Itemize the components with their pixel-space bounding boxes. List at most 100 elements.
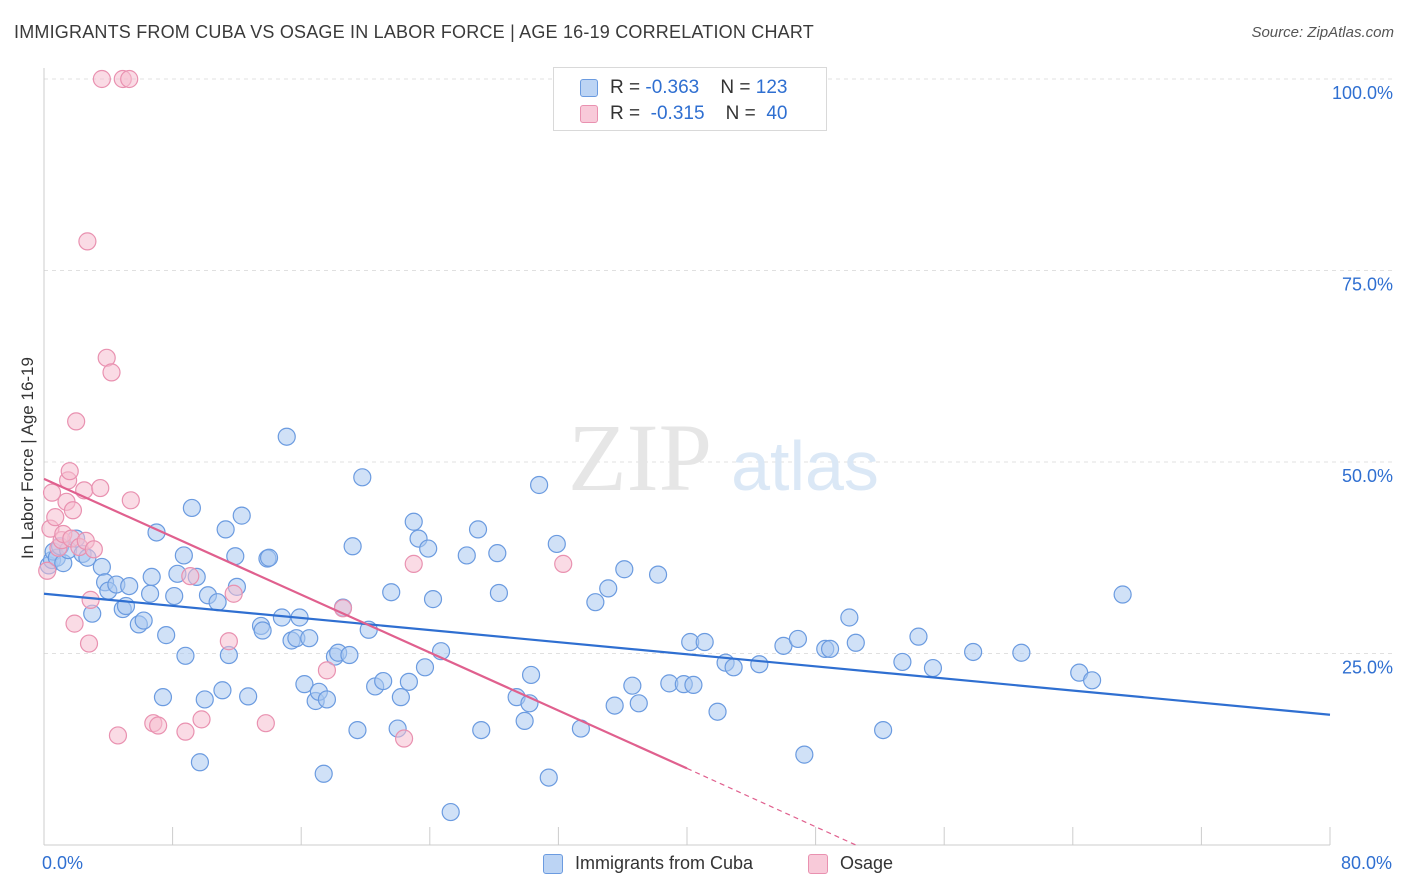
trend-line-osage-extrapolated — [686, 767, 857, 846]
point-immigrants-from-cuba — [92, 557, 111, 577]
y-tick-label: 75.0% — [1342, 275, 1393, 295]
chart-title: IMMIGRANTS FROM CUBA VS OSAGE IN LABOR F… — [14, 22, 814, 42]
point-immigrants-from-cuba — [120, 576, 139, 596]
legend-swatch-osage — [808, 854, 828, 874]
point-immigrants-from-cuba — [909, 627, 928, 646]
point-immigrants-from-cuba — [489, 583, 509, 603]
point-osage — [317, 661, 337, 680]
x-tick-label-max: 80.0% — [1340, 853, 1392, 873]
point-immigrants-from-cuba — [795, 745, 814, 764]
legend-swatch-osage — [580, 105, 598, 123]
point-immigrants-from-cuba — [846, 633, 865, 652]
point-immigrants-from-cuba — [195, 690, 214, 709]
point-immigrants-from-cuba — [300, 629, 319, 648]
legend-n-value-cuba: 123 — [755, 77, 788, 98]
y-tick-label: 50.0% — [1342, 466, 1393, 486]
point-immigrants-from-cuba — [923, 658, 943, 678]
legend-r-value-osage: -0.315 — [650, 103, 705, 124]
series-osage-points — [38, 69, 573, 748]
point-osage — [192, 710, 211, 729]
point-osage — [92, 69, 111, 89]
point-immigrants-from-cuba — [648, 565, 668, 584]
point-immigrants-from-cuba — [404, 512, 423, 531]
point-immigrants-from-cuba — [724, 658, 743, 677]
point-osage — [63, 501, 83, 520]
point-immigrants-from-cuba — [239, 687, 258, 706]
legend-r-label: R = — [610, 103, 646, 124]
point-osage — [181, 567, 200, 586]
point-osage — [81, 590, 100, 609]
point-immigrants-from-cuba — [623, 676, 642, 695]
point-immigrants-from-cuba — [353, 468, 372, 487]
point-immigrants-from-cuba — [317, 690, 337, 709]
point-immigrants-from-cuba — [840, 608, 859, 627]
point-immigrants-from-cuba — [182, 498, 201, 518]
point-immigrants-from-cuba — [382, 583, 401, 602]
point-immigrants-from-cuba — [253, 621, 272, 640]
point-osage — [102, 363, 121, 382]
point-immigrants-from-cuba — [472, 720, 491, 740]
point-immigrants-from-cuba — [893, 652, 912, 672]
point-immigrants-from-cuba — [140, 584, 160, 603]
point-immigrants-from-cuba — [157, 626, 176, 645]
point-immigrants-from-cuba — [708, 702, 727, 721]
point-osage — [219, 632, 238, 651]
point-osage — [121, 491, 140, 510]
point-immigrants-from-cuba — [750, 655, 769, 674]
point-osage — [84, 540, 103, 559]
y-tick-label: 25.0% — [1342, 658, 1393, 678]
point-immigrants-from-cuba — [419, 539, 438, 558]
trend-line-cuba — [43, 592, 1331, 716]
legend-n-label: N = — [725, 103, 762, 124]
point-immigrants-from-cuba — [343, 537, 362, 556]
legend-r-label: R = — [610, 77, 646, 98]
point-immigrants-from-cuba — [232, 506, 251, 525]
point-osage — [65, 614, 84, 633]
point-immigrants-from-cuba — [314, 764, 333, 783]
x-tick-label-min: 0.0% — [42, 853, 84, 873]
grid-layer: 100.0% 75.0% 50.0% 25.0% — [44, 78, 1393, 678]
y-tick-label: 100.0% — [1332, 83, 1393, 103]
point-osage — [91, 478, 110, 498]
point-immigrants-from-cuba — [174, 546, 193, 565]
point-immigrants-from-cuba — [340, 645, 359, 665]
point-immigrants-from-cuba — [295, 675, 314, 694]
point-immigrants-from-cuba — [530, 475, 549, 495]
point-osage — [42, 483, 62, 502]
watermark-zip: ZIP — [568, 404, 712, 511]
point-osage — [149, 716, 168, 735]
point-osage — [256, 714, 275, 733]
series-legend: Immigrants from Cuba Osage — [0, 852, 1406, 878]
point-immigrants-from-cuba — [695, 632, 714, 652]
point-osage — [38, 561, 57, 580]
point-immigrants-from-cuba — [539, 768, 558, 787]
point-osage — [176, 722, 195, 741]
point-immigrants-from-cuba — [277, 427, 296, 446]
point-osage — [404, 554, 423, 573]
point-immigrants-from-cuba — [176, 646, 195, 665]
point-immigrants-from-cuba — [441, 802, 460, 822]
point-osage — [78, 232, 97, 251]
point-immigrants-from-cuba — [874, 720, 893, 740]
point-immigrants-from-cuba — [820, 639, 840, 659]
point-osage — [46, 508, 65, 527]
point-immigrants-from-cuba — [521, 665, 541, 685]
source-label: Source: ZipAtlas.com — [1251, 24, 1394, 41]
point-immigrants-from-cuba — [1012, 643, 1031, 662]
point-osage — [60, 462, 79, 481]
point-immigrants-from-cuba — [391, 688, 410, 707]
point-immigrants-from-cuba — [547, 534, 566, 554]
point-immigrants-from-cuba — [468, 520, 488, 539]
trend-line-osage — [43, 477, 688, 770]
correlation-legend: R = -0.363 N = 123 R = -0.315 N = 40 — [553, 67, 827, 131]
point-immigrants-from-cuba — [190, 753, 210, 772]
point-immigrants-from-cuba — [415, 658, 435, 677]
point-immigrants-from-cuba — [259, 548, 279, 567]
watermark: ZIP atlas — [568, 404, 879, 511]
point-immigrants-from-cuba — [1082, 671, 1102, 690]
point-immigrants-from-cuba — [348, 720, 367, 740]
point-osage — [554, 554, 573, 573]
point-immigrants-from-cuba — [1113, 585, 1132, 604]
legend-label-cuba: Immigrants from Cuba — [575, 853, 754, 873]
legend-n-label: N = — [720, 77, 756, 98]
